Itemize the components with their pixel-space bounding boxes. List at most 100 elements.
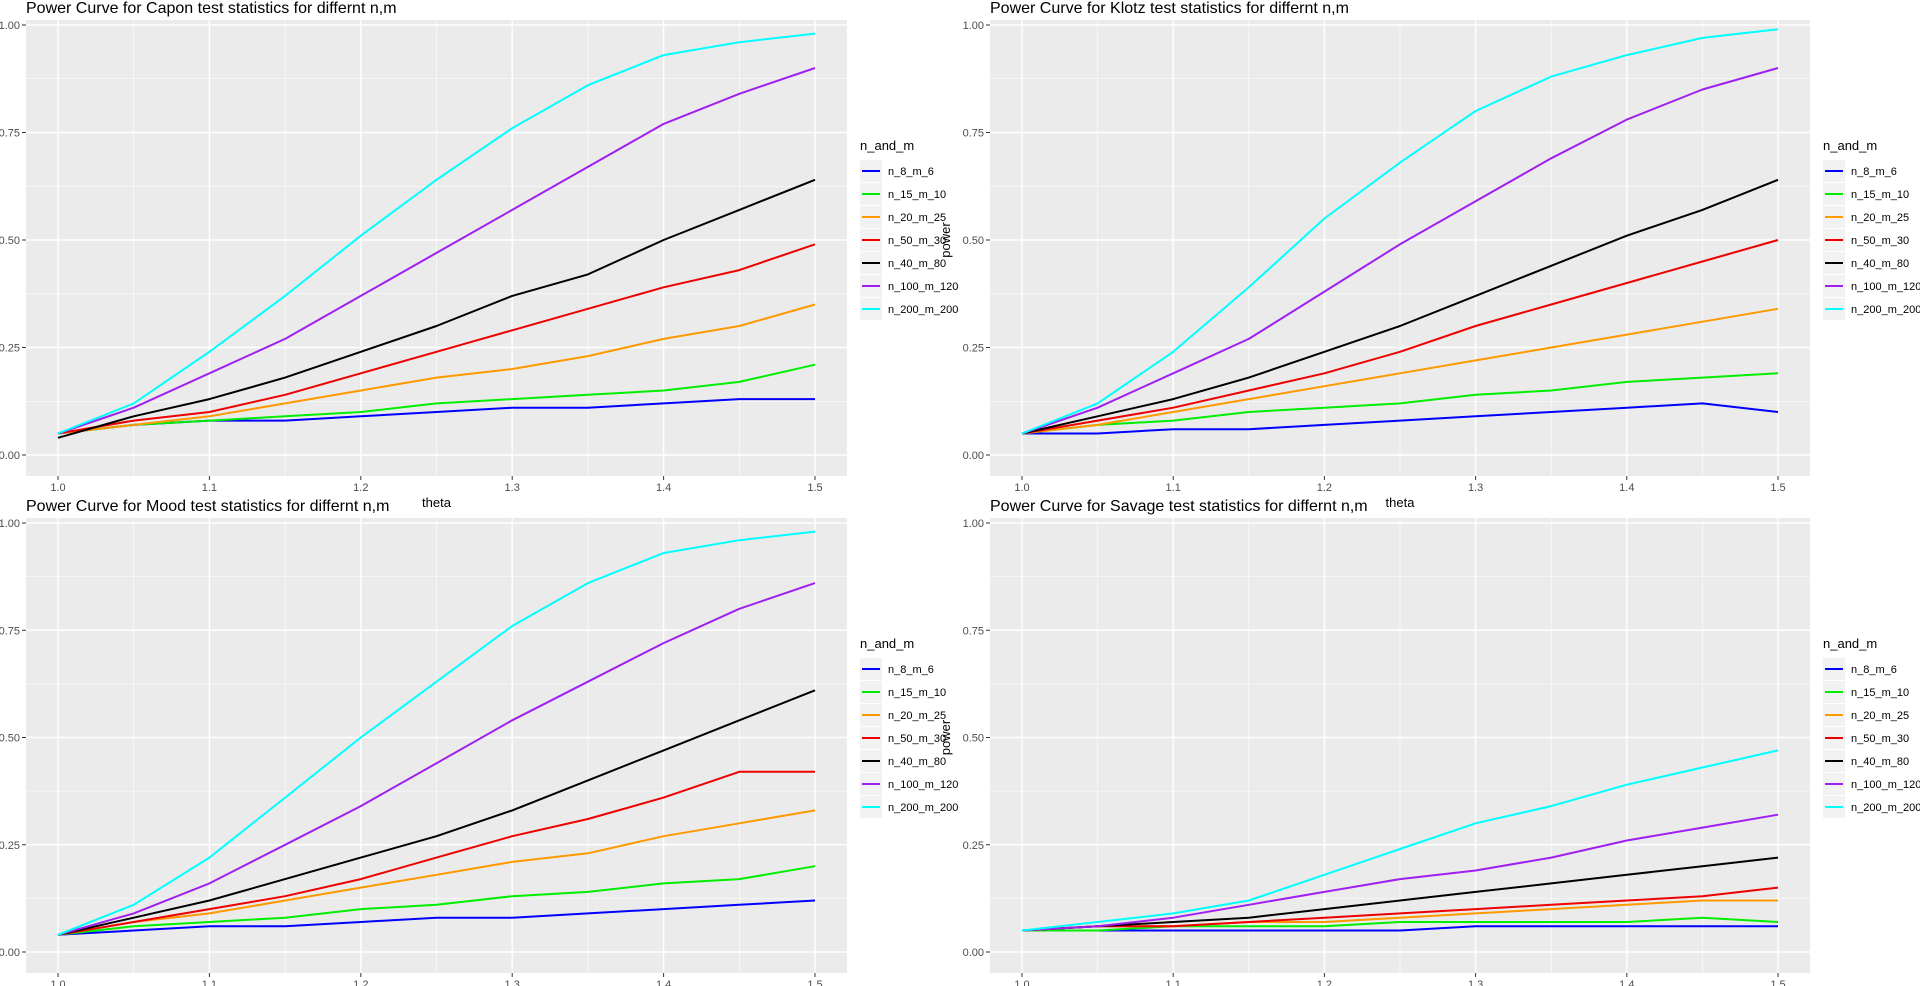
x-axis-label: theta xyxy=(422,495,452,510)
x-tick-label: 1.4 xyxy=(656,979,671,986)
legend-label: n_40_m_80 xyxy=(888,258,946,270)
chart-title: Power Curve for Klotz test statistics fo… xyxy=(990,0,1349,17)
y-tick-label: 0.00 xyxy=(0,450,20,462)
x-tick-label: 1.0 xyxy=(50,979,65,986)
x-tick-label: 1.3 xyxy=(1468,979,1483,986)
y-tick-label: 1.00 xyxy=(0,20,20,32)
series-line-n_15_m_10 xyxy=(57,363,816,435)
series-line-n_20_m_25 xyxy=(1021,307,1779,435)
series-line-n_200_m_200 xyxy=(57,32,816,435)
x-tick-label: 1.4 xyxy=(1619,979,1634,986)
legend-label: n_40_m_80 xyxy=(888,756,946,768)
chart-panel-2: 1.0 1.1 1.2 1.3 1.4 1.5 0.00 0.25 0.50 0.75 1.00 Po… xyxy=(938,0,1920,510)
legend-label: n_50_m_30 xyxy=(1851,733,1909,745)
legend-title: n_and_m xyxy=(860,138,914,153)
legend-label: n_40_m_80 xyxy=(1851,258,1909,270)
legend-label: n_20_m_25 xyxy=(1851,710,1909,722)
legend-label: n_50_m_30 xyxy=(888,235,946,247)
y-tick-label: 0.25 xyxy=(963,840,984,852)
x-tick-label: 1.0 xyxy=(50,482,65,494)
legend-label: n_15_m_10 xyxy=(888,189,946,201)
series-line-n_40_m_80 xyxy=(57,178,816,439)
legend-label: n_200_m_200 xyxy=(1851,304,1920,316)
series-line-n_100_m_120 xyxy=(57,67,816,435)
series-line-n_20_m_25 xyxy=(57,809,816,936)
legend-label: n_20_m_25 xyxy=(888,710,946,722)
y-tick-label: 0.75 xyxy=(963,128,984,140)
y-tick-label: 0.75 xyxy=(963,625,984,637)
legend-label: n_200_m_200 xyxy=(888,304,958,316)
legend-title: n_and_m xyxy=(860,636,914,651)
series-line-n_50_m_30 xyxy=(1021,886,1779,932)
legend-label: n_100_m_120 xyxy=(1851,281,1920,293)
x-tick-label: 1.1 xyxy=(1166,979,1181,986)
legend-label: n_100_m_120 xyxy=(888,281,958,293)
series-line-n_100_m_120 xyxy=(1021,813,1779,932)
y-tick-label: 1.00 xyxy=(963,518,984,530)
legend-label: n_200_m_200 xyxy=(888,802,958,814)
x-axis-label: theta xyxy=(1386,495,1416,510)
y-tick-label: 0.75 xyxy=(0,128,20,140)
x-tick-label: 1.3 xyxy=(1468,482,1483,494)
x-tick-label: 1.4 xyxy=(656,482,671,494)
legend-title: n_and_m xyxy=(1823,138,1877,153)
y-tick-label: 0.50 xyxy=(0,235,20,247)
series-line-n_8_m_6 xyxy=(57,899,816,936)
x-tick-label: 1.1 xyxy=(202,482,217,494)
legend-label: n_8_m_6 xyxy=(1851,664,1897,676)
x-tick-label: 1.2 xyxy=(353,979,368,986)
series-line-n_200_m_200 xyxy=(1021,749,1779,932)
legend-label: n_50_m_30 xyxy=(1851,235,1909,247)
series-line-n_40_m_80 xyxy=(57,689,816,936)
y-tick-label: 0.00 xyxy=(963,947,984,959)
chart-panel-1: 1.0 1.1 1.2 1.3 1.4 1.5 0.00 0.25 0.50 0.75 1.00 Po… xyxy=(0,0,958,510)
x-tick-label: 1.3 xyxy=(505,482,520,494)
y-axis-label: power xyxy=(938,719,953,755)
series-line-n_40_m_80 xyxy=(1021,178,1779,435)
y-tick-label: 0.50 xyxy=(963,733,984,745)
y-tick-label: 0.25 xyxy=(0,840,20,852)
legend-label: n_8_m_6 xyxy=(1851,166,1897,178)
legend-label: n_15_m_10 xyxy=(1851,687,1909,699)
series-line-n_15_m_10 xyxy=(1022,916,1779,932)
series-line-n_15_m_10 xyxy=(1021,372,1779,435)
x-tick-label: 1.5 xyxy=(1770,482,1785,494)
x-tick-label: 1.1 xyxy=(202,979,217,986)
chart-panel-3: 1.0 1.1 1.2 1.3 1.4 1.5 0.00 0.25 0.50 0.75 1.00 Po… xyxy=(0,498,958,986)
series-line-n_200_m_200 xyxy=(57,530,816,936)
series-line-n_50_m_30 xyxy=(57,770,815,936)
x-tick-label: 1.4 xyxy=(1619,482,1634,494)
y-tick-label: 1.00 xyxy=(963,20,984,32)
series-line-n_200_m_200 xyxy=(1021,28,1779,435)
chart-title: Power Curve for Capon test statistics fo… xyxy=(26,0,397,17)
y-tick-label: 0.00 xyxy=(963,450,984,462)
x-tick-label: 1.0 xyxy=(1014,482,1029,494)
series-line-n_100_m_120 xyxy=(1021,67,1779,435)
legend-label: n_100_m_120 xyxy=(888,779,958,791)
series-line-n_8_m_6 xyxy=(1022,925,1778,932)
series-line-n_15_m_10 xyxy=(57,865,816,936)
x-tick-label: 1.0 xyxy=(1014,979,1029,986)
x-tick-label: 1.2 xyxy=(1317,979,1332,986)
x-tick-label: 1.5 xyxy=(807,979,822,986)
legend-label: n_100_m_120 xyxy=(1851,779,1920,791)
legend-label: n_15_m_10 xyxy=(1851,189,1909,201)
x-tick-label: 1.2 xyxy=(353,482,368,494)
series-line-n_8_m_6 xyxy=(1022,402,1779,435)
x-tick-label: 1.3 xyxy=(505,979,520,986)
y-tick-label: 0.00 xyxy=(0,947,20,959)
y-tick-label: 0.25 xyxy=(963,343,984,355)
y-tick-label: 0.25 xyxy=(0,343,20,355)
y-tick-label: 0.75 xyxy=(0,625,20,637)
y-tick-label: 0.50 xyxy=(963,235,984,247)
chart-panel-4: 1.0 1.1 1.2 1.3 1.4 1.5 0.00 0.25 0.50 0.75 1.00 Po… xyxy=(938,498,1920,986)
x-tick-label: 1.5 xyxy=(807,482,822,494)
x-tick-label: 1.5 xyxy=(1770,979,1785,986)
series-line-n_40_m_80 xyxy=(1021,856,1779,932)
legend-label: n_200_m_200 xyxy=(1851,802,1920,814)
legend-label: n_8_m_6 xyxy=(888,166,934,178)
legend-label: n_8_m_6 xyxy=(888,664,934,676)
chart-title: Power Curve for Mood test statistics for… xyxy=(26,498,389,515)
legend-label: n_15_m_10 xyxy=(888,687,946,699)
